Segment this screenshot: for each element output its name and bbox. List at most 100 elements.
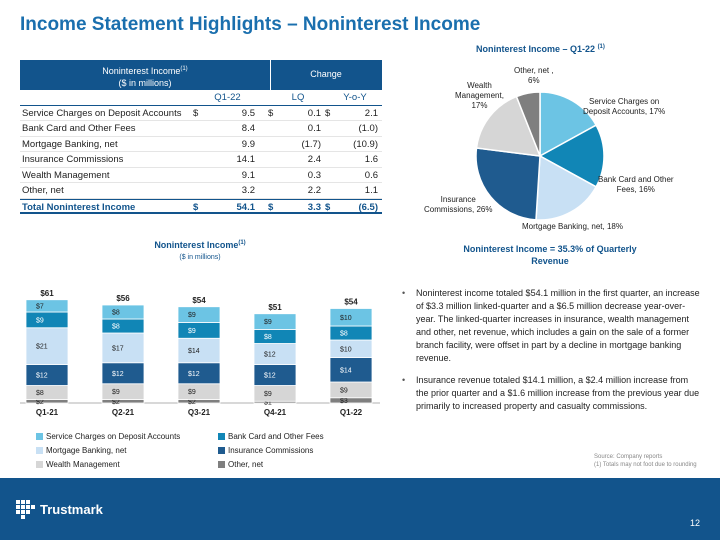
legend-swatch: [218, 461, 225, 468]
row-label: Bank Card and Other Fees: [22, 123, 136, 134]
bar-total-label: $56: [116, 294, 130, 303]
cell-d1: $: [193, 107, 199, 119]
page-title: Income Statement Highlights – Noninteres…: [20, 14, 481, 35]
x-tick-label: Q1-22: [340, 408, 363, 417]
table-header-sup: (1): [180, 66, 188, 72]
bar-segment-label: $7: [36, 303, 44, 310]
bar-segment: [177, 322, 221, 339]
bar-segment-label: $9: [188, 389, 196, 396]
pie-slice-other-net: [515, 91, 541, 157]
legend-label: Other, net: [228, 460, 264, 469]
bar-segment: [101, 332, 145, 364]
trustmark-logo-icon: [16, 500, 35, 519]
bar-segment: [25, 311, 69, 329]
cell-v1: 14.1: [236, 154, 256, 165]
legend-swatch: [36, 447, 43, 454]
table-row: Insurance Commissions 14.1 2.4 1.6: [20, 152, 382, 168]
legend-swatch: [36, 461, 43, 468]
bar-segment: [329, 397, 373, 404]
pie-label-other: Other, net , 6%: [514, 66, 554, 85]
bar-segment-label: $8: [340, 331, 348, 338]
cell-d1: $: [193, 201, 199, 213]
cell-d3: $: [325, 107, 331, 119]
footer-bar: Trustmark 12: [0, 478, 720, 540]
pie-label-wealth: Wealth Management, 17%: [455, 81, 504, 110]
bar-segment-label: $9: [188, 312, 196, 319]
row-label: Wealth Management: [22, 169, 110, 181]
cell-v2: 2.2: [307, 185, 321, 196]
bar-segment-label: $10: [340, 346, 352, 353]
source-line1: Source: Company reports: [594, 454, 663, 460]
legend-swatch: [36, 433, 43, 440]
column-header-row: Q1-22 LQ Y-o-Y: [20, 90, 382, 106]
bar-segment: [25, 385, 69, 400]
pie-chart: [475, 91, 605, 221]
bar-total-label: $54: [344, 298, 358, 307]
bar-segment: [329, 381, 373, 399]
legend-swatch: [218, 433, 225, 440]
bar-segment-label: $1: [264, 400, 272, 407]
bullet-1: Noninterest income totaled $54.1 million…: [400, 287, 700, 365]
bar-total-label: $61: [40, 289, 54, 298]
legend-item-bank: Bank Card and Other Fees: [218, 432, 324, 441]
cell-v2: 0.3: [307, 169, 321, 181]
cell-v3: (6.5): [358, 201, 378, 213]
bar-segment-label: $2: [188, 399, 196, 406]
bar-segment-label: $8: [36, 390, 44, 397]
bar-segment-label: $12: [264, 352, 276, 359]
bar-segment: [177, 383, 221, 400]
pie-label-mortgage: Mortgage Banking, net, 18%: [522, 222, 623, 231]
total-label: Total Noninterest Income: [22, 201, 136, 213]
legend-label: Mortgage Banking, net: [46, 446, 127, 455]
x-tick-label: Q1-21: [36, 408, 59, 417]
bar-segment: [253, 385, 297, 402]
row-label: Service Charges on Deposit Accounts: [22, 107, 182, 119]
bar-segment-label: $8: [264, 334, 272, 341]
bar-segment-label: $12: [36, 373, 48, 380]
bar-segment-label: $9: [264, 391, 272, 398]
cell-v2: (1.7): [301, 138, 321, 150]
cell-v2: 0.1: [307, 123, 321, 134]
bar-segment: [253, 313, 297, 330]
cell-v2: 0.1: [307, 107, 321, 119]
source-line2: (1) Totals may not foot due to rounding: [594, 462, 697, 468]
page-number: 12: [689, 518, 700, 528]
legend-item-mortgage: Mortgage Banking, net: [36, 446, 127, 455]
bar-segment-label: $2: [112, 399, 120, 406]
pie-label-insurance: Insurance Commissions, 26%: [424, 195, 493, 214]
source-note: Source: Company reports (1) Totals may no…: [594, 453, 697, 469]
bar-segment-label: $12: [112, 371, 124, 378]
col-q1-22: Q1-22: [214, 92, 241, 103]
cell-v2: 2.4: [307, 154, 321, 165]
table-header-line1: Noninterest Income: [102, 66, 181, 76]
cell-v1: 9.1: [241, 169, 255, 181]
legend-label: Insurance Commissions: [228, 446, 314, 455]
bullet-2: Insurance revenue totaled $14.1 million,…: [400, 374, 700, 413]
x-tick-label: Q2-21: [112, 408, 135, 417]
cell-v1: 9.9: [241, 138, 255, 150]
cell-v1: 8.4: [241, 123, 255, 134]
cell-v3: 1.1: [364, 185, 378, 196]
legend-label: Wealth Management: [46, 460, 120, 469]
bar-segment: [253, 329, 297, 344]
bar-title: Noninterest Income(1): [90, 240, 310, 250]
bar-segment-label: $2: [36, 399, 44, 406]
noninterest-income-table: Q1-22 LQ Y-o-Y Service Charges on Deposi…: [20, 90, 382, 214]
table-header-divider: [270, 60, 271, 90]
legend-label: Service Charges on Deposit Accounts: [46, 432, 181, 441]
bar-segment-label: $10: [340, 315, 352, 322]
pie-slice-bank-card-and-other-fees: [538, 124, 605, 188]
legend-item-insurance: Insurance Commissions: [218, 446, 313, 455]
bar-segment: [101, 304, 145, 320]
bar-segment-label: $17: [112, 345, 124, 352]
pie-slice-service-charges-on-deposit-accounts: [539, 91, 598, 158]
change-header: Change: [310, 69, 342, 79]
stacked-bar-chart: $2 $8 $12 $21 $9 $7 $61 Q1-21 $2 $9 $12 $17 $8 $8 $56 Q…: [20, 289, 380, 417]
col-lq: LQ: [291, 92, 305, 103]
cell-v3: (1.0): [358, 123, 378, 134]
bar-segment: [101, 318, 145, 334]
x-tick-label: Q3-21: [188, 408, 211, 417]
pie-slice-insurance-commissions: [475, 147, 541, 221]
legend-item-wealth: Wealth Management: [36, 460, 120, 469]
pie-label-bank: Bank Card and Other Fees, 16%: [598, 175, 674, 194]
